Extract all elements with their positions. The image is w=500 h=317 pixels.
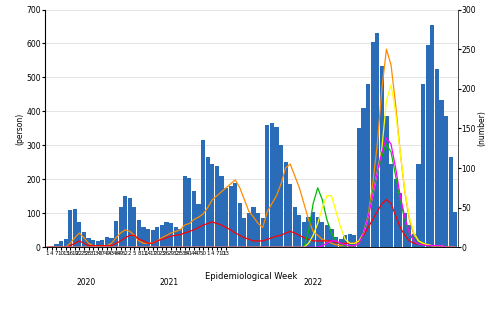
Bar	[430, 25, 434, 247]
Bar	[292, 206, 297, 247]
Bar	[421, 84, 425, 247]
Bar	[284, 162, 288, 247]
Bar	[256, 213, 260, 247]
Bar	[330, 229, 334, 247]
Bar	[352, 235, 356, 247]
Bar	[178, 229, 182, 247]
Bar	[274, 127, 278, 247]
Text: 2020: 2020	[76, 278, 96, 287]
Bar	[105, 237, 109, 247]
Bar	[215, 166, 219, 247]
Bar	[416, 164, 420, 247]
Bar	[68, 210, 72, 247]
Bar	[348, 234, 352, 247]
Bar	[306, 217, 310, 247]
Y-axis label: (person): (person)	[16, 112, 25, 145]
Bar	[210, 164, 214, 247]
Bar	[412, 234, 416, 247]
Bar	[182, 176, 187, 247]
Bar	[260, 218, 265, 247]
Bar	[54, 244, 58, 247]
Bar	[311, 212, 315, 247]
Bar	[64, 239, 68, 247]
Bar	[426, 45, 430, 247]
Bar	[279, 146, 283, 247]
Bar	[96, 241, 100, 247]
Bar	[118, 206, 122, 247]
Bar	[402, 213, 407, 247]
Bar	[453, 212, 458, 247]
Bar	[265, 125, 270, 247]
Bar	[338, 239, 342, 247]
Bar	[206, 157, 210, 247]
Bar	[334, 237, 338, 247]
Bar	[169, 223, 173, 247]
Bar	[233, 184, 237, 247]
Bar	[444, 117, 448, 247]
Bar	[128, 198, 132, 247]
Bar	[188, 178, 192, 247]
Bar	[252, 206, 256, 247]
Bar	[357, 128, 361, 247]
Bar	[164, 222, 168, 247]
Bar	[408, 225, 412, 247]
Bar	[110, 238, 114, 247]
Bar	[375, 33, 380, 247]
Text: 2022: 2022	[304, 278, 322, 287]
Bar	[72, 209, 77, 247]
Bar	[160, 225, 164, 247]
Bar	[448, 157, 452, 247]
Bar	[50, 246, 54, 247]
Bar	[343, 235, 347, 247]
Bar	[146, 229, 150, 247]
Bar	[394, 179, 398, 247]
Bar	[228, 186, 232, 247]
Bar	[238, 203, 242, 247]
Bar	[270, 123, 274, 247]
Bar	[82, 232, 86, 247]
Bar	[132, 206, 136, 247]
Bar	[220, 176, 224, 247]
Bar	[114, 221, 118, 247]
Bar	[316, 217, 320, 247]
Bar	[366, 84, 370, 247]
Bar	[100, 240, 104, 247]
Bar	[59, 241, 63, 247]
Bar	[362, 108, 366, 247]
Bar	[298, 215, 302, 247]
Bar	[150, 230, 155, 247]
Bar	[380, 66, 384, 247]
Bar	[196, 204, 200, 247]
Bar	[142, 227, 146, 247]
X-axis label: Epidemiological Week: Epidemiological Week	[205, 272, 298, 281]
Bar	[192, 191, 196, 247]
Bar	[370, 42, 375, 247]
Bar	[325, 225, 329, 247]
Y-axis label: (number): (number)	[478, 110, 486, 146]
Bar	[78, 222, 82, 247]
Bar	[247, 213, 251, 247]
Bar	[137, 220, 141, 247]
Bar	[320, 222, 324, 247]
Bar	[440, 100, 444, 247]
Bar	[224, 188, 228, 247]
Bar	[389, 164, 393, 247]
Bar	[302, 222, 306, 247]
Bar	[201, 140, 205, 247]
Bar	[174, 227, 178, 247]
Bar	[398, 193, 402, 247]
Text: 2021: 2021	[159, 278, 178, 287]
Bar	[91, 240, 95, 247]
Bar	[384, 117, 388, 247]
Bar	[242, 218, 246, 247]
Bar	[86, 238, 90, 247]
Bar	[155, 227, 160, 247]
Bar	[435, 69, 439, 247]
Bar	[288, 184, 292, 247]
Bar	[123, 196, 128, 247]
